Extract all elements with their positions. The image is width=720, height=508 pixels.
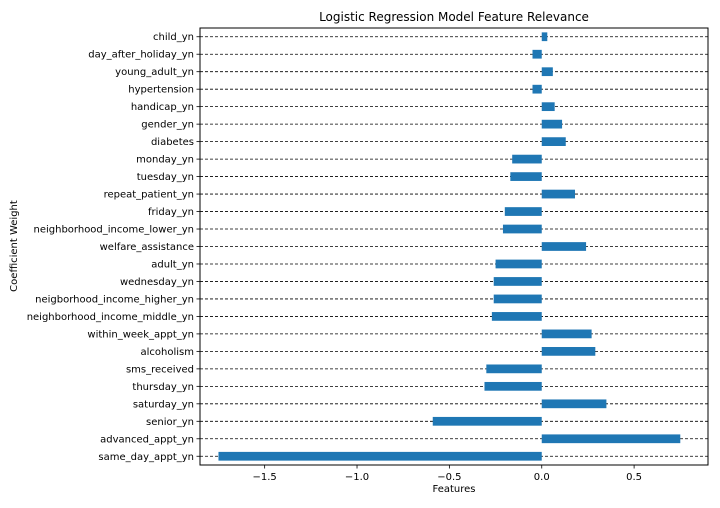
y-tick-label: advanced_appt_yn bbox=[100, 434, 194, 445]
bar bbox=[541, 329, 592, 339]
y-tick-label: day_after_holiday_yn bbox=[88, 50, 194, 61]
y-tick-label: young_adult_yn bbox=[115, 67, 194, 78]
bar bbox=[541, 67, 553, 77]
bar bbox=[532, 84, 542, 94]
y-tick-label: saturday_yn bbox=[133, 399, 194, 410]
x-tick-label: 0.0 bbox=[534, 472, 550, 483]
y-tick-label: hypertension bbox=[128, 85, 194, 96]
y-tick-label: alcoholism bbox=[141, 347, 195, 358]
bar bbox=[541, 347, 596, 356]
bar bbox=[541, 189, 575, 199]
y-tick-label: adult_yn bbox=[151, 259, 194, 270]
y-tick-labels: child_yn day_after_holiday_yn young_adult_… bbox=[27, 32, 200, 463]
y-tick-label: diabetes bbox=[151, 137, 194, 148]
x-tick-label: −1.5 bbox=[253, 472, 277, 483]
y-tick-label: wednesday_yn bbox=[120, 277, 194, 288]
y-tick-label: friday_yn bbox=[148, 207, 194, 218]
y-tick-label: neighborhood_income_middle_yn bbox=[27, 312, 194, 323]
y-tick-label: child_yn bbox=[153, 32, 194, 43]
bar bbox=[541, 32, 548, 42]
y-axis-label: Coefficient Weight bbox=[9, 200, 20, 292]
gridlines bbox=[200, 36, 708, 457]
bar bbox=[484, 381, 542, 391]
x-tick-label: −1.0 bbox=[345, 472, 369, 483]
y-tick-label: repeat_patient_yn bbox=[104, 190, 194, 201]
x-tick-label: −0.5 bbox=[437, 472, 461, 483]
y-tick-label: handicap_yn bbox=[131, 102, 194, 113]
y-tick-label: monday_yn bbox=[136, 155, 194, 166]
bar bbox=[504, 207, 542, 216]
y-tick-label: tuesday_yn bbox=[137, 172, 194, 183]
bar bbox=[218, 451, 542, 461]
bar bbox=[493, 277, 542, 286]
y-tick-label: senior_yn bbox=[146, 417, 194, 428]
bar bbox=[541, 119, 563, 129]
bar bbox=[493, 294, 542, 304]
x-tick-label: 0.5 bbox=[626, 472, 642, 483]
bar bbox=[532, 49, 542, 59]
chart-title: Logistic Regression Model Feature Releva… bbox=[319, 10, 589, 24]
bar bbox=[491, 312, 542, 321]
bar bbox=[541, 242, 587, 251]
y-tick-label: sms_received bbox=[126, 364, 194, 375]
bar bbox=[495, 259, 542, 269]
y-tick-label: within_week_appt_yn bbox=[87, 329, 194, 340]
y-tick-label: neighborhood_income_lower_yn bbox=[34, 225, 195, 236]
bar bbox=[510, 172, 542, 181]
bar bbox=[541, 102, 555, 112]
y-tick-label: same_day_appt_yn bbox=[98, 452, 194, 463]
y-tick-label: gender_yn bbox=[141, 120, 194, 131]
y-tick-label: neigborhood_income_higher_yn bbox=[35, 294, 194, 305]
x-tick-labels: −1.5 −1.0 −0.5 0.0 0.5 bbox=[253, 465, 642, 483]
bar bbox=[512, 154, 542, 164]
bar bbox=[432, 416, 542, 426]
bar bbox=[541, 137, 566, 146]
y-tick-label: thursday_yn bbox=[132, 382, 194, 393]
y-tick-label: welfare_assistance bbox=[100, 242, 194, 253]
bar bbox=[541, 399, 607, 409]
x-axis-label: Features bbox=[433, 484, 476, 495]
bar bbox=[486, 364, 542, 374]
bar bbox=[502, 224, 542, 234]
bar bbox=[541, 434, 681, 444]
bars bbox=[218, 32, 681, 461]
